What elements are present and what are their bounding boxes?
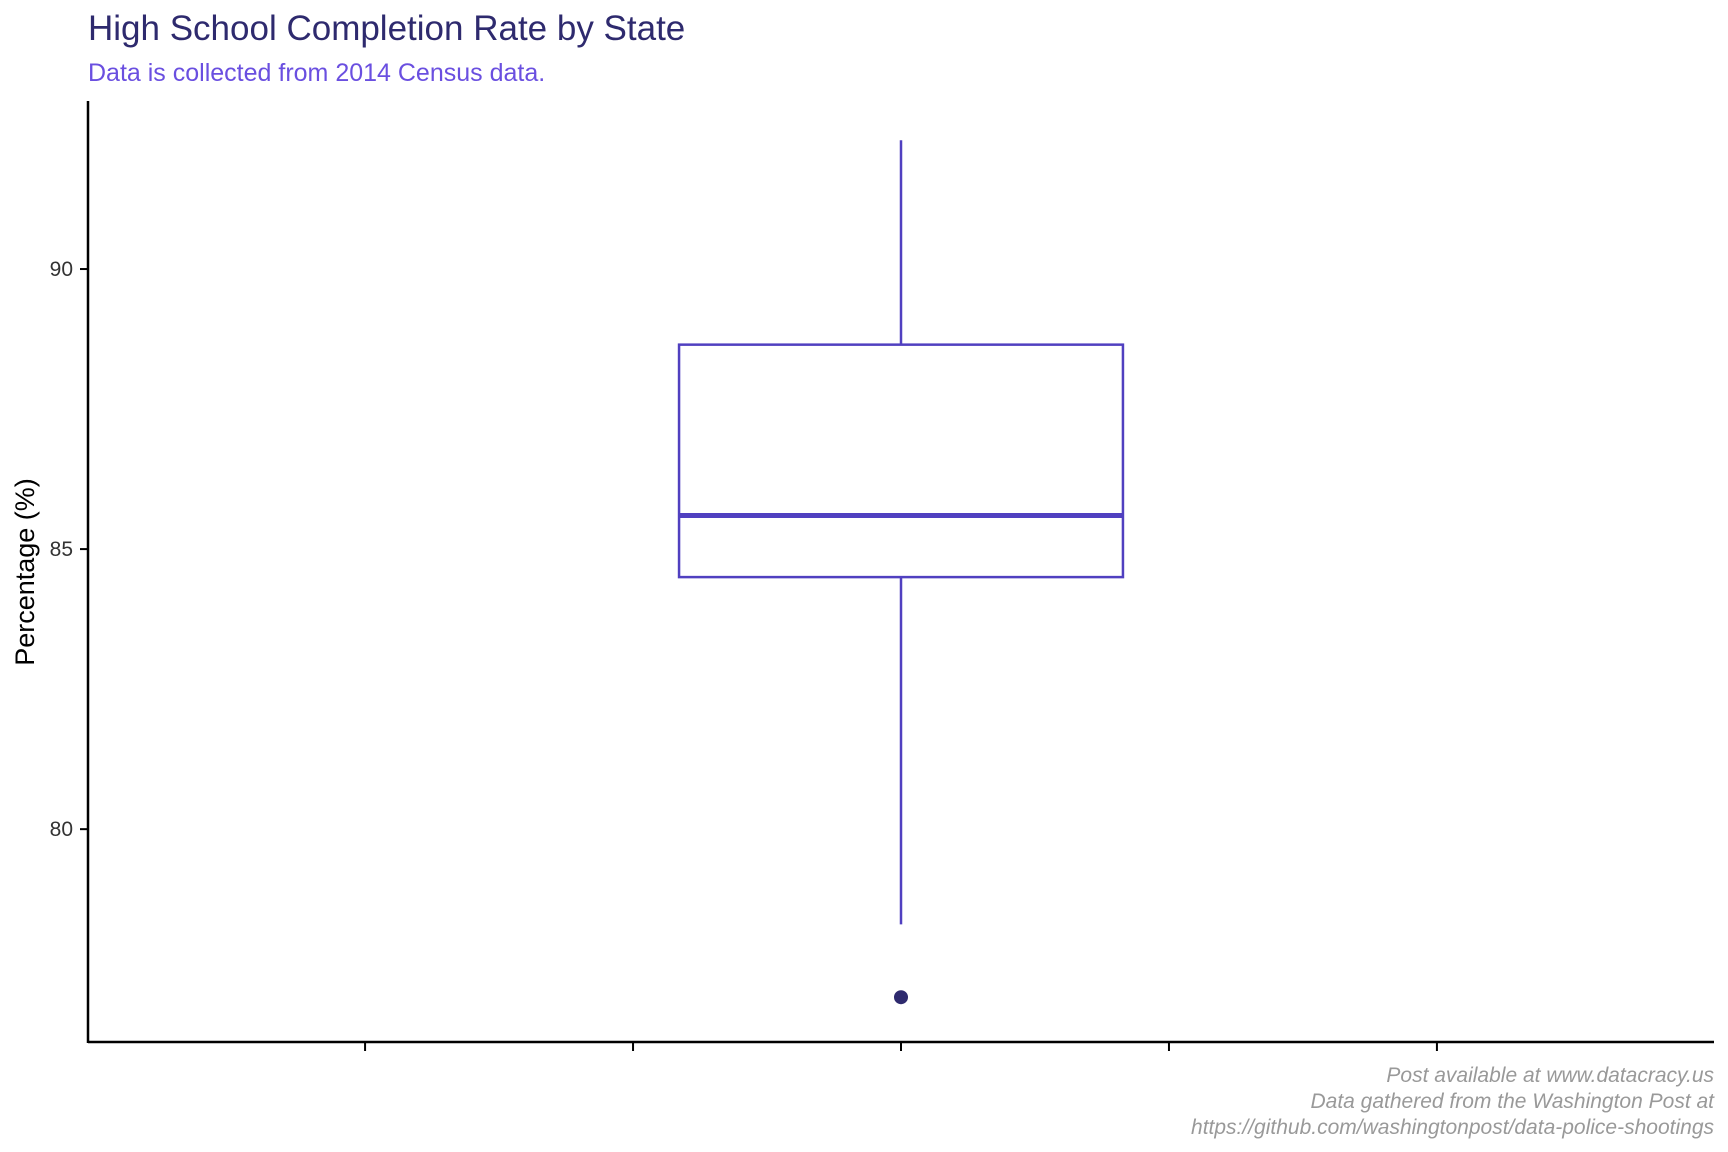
caption: Post available at www.datacracy.us Data g… [1191, 1064, 1715, 1139]
y-ticks: 80 85 90 [50, 258, 88, 841]
y-tick-label: 85 [50, 538, 73, 561]
boxplot [677, 140, 1125, 1005]
chart-title: High School Completion Rate by State [88, 9, 685, 48]
outlier-point [894, 990, 908, 1005]
iqr-box [677, 343, 1125, 579]
x-ticks [364, 1042, 1438, 1051]
caption-line: Post available at www.datacracy.us [1386, 1064, 1714, 1087]
y-tick-label: 90 [50, 258, 73, 281]
chart-subtitle: Data is collected from 2014 Census data. [88, 59, 545, 87]
y-axis-label: Percentage (%) [10, 478, 40, 666]
y-tick-label: 80 [50, 818, 73, 841]
caption-line: https://github.com/washingtonpost/data-p… [1191, 1116, 1714, 1139]
caption-line: Data gathered from the Washington Post a… [1310, 1090, 1715, 1113]
